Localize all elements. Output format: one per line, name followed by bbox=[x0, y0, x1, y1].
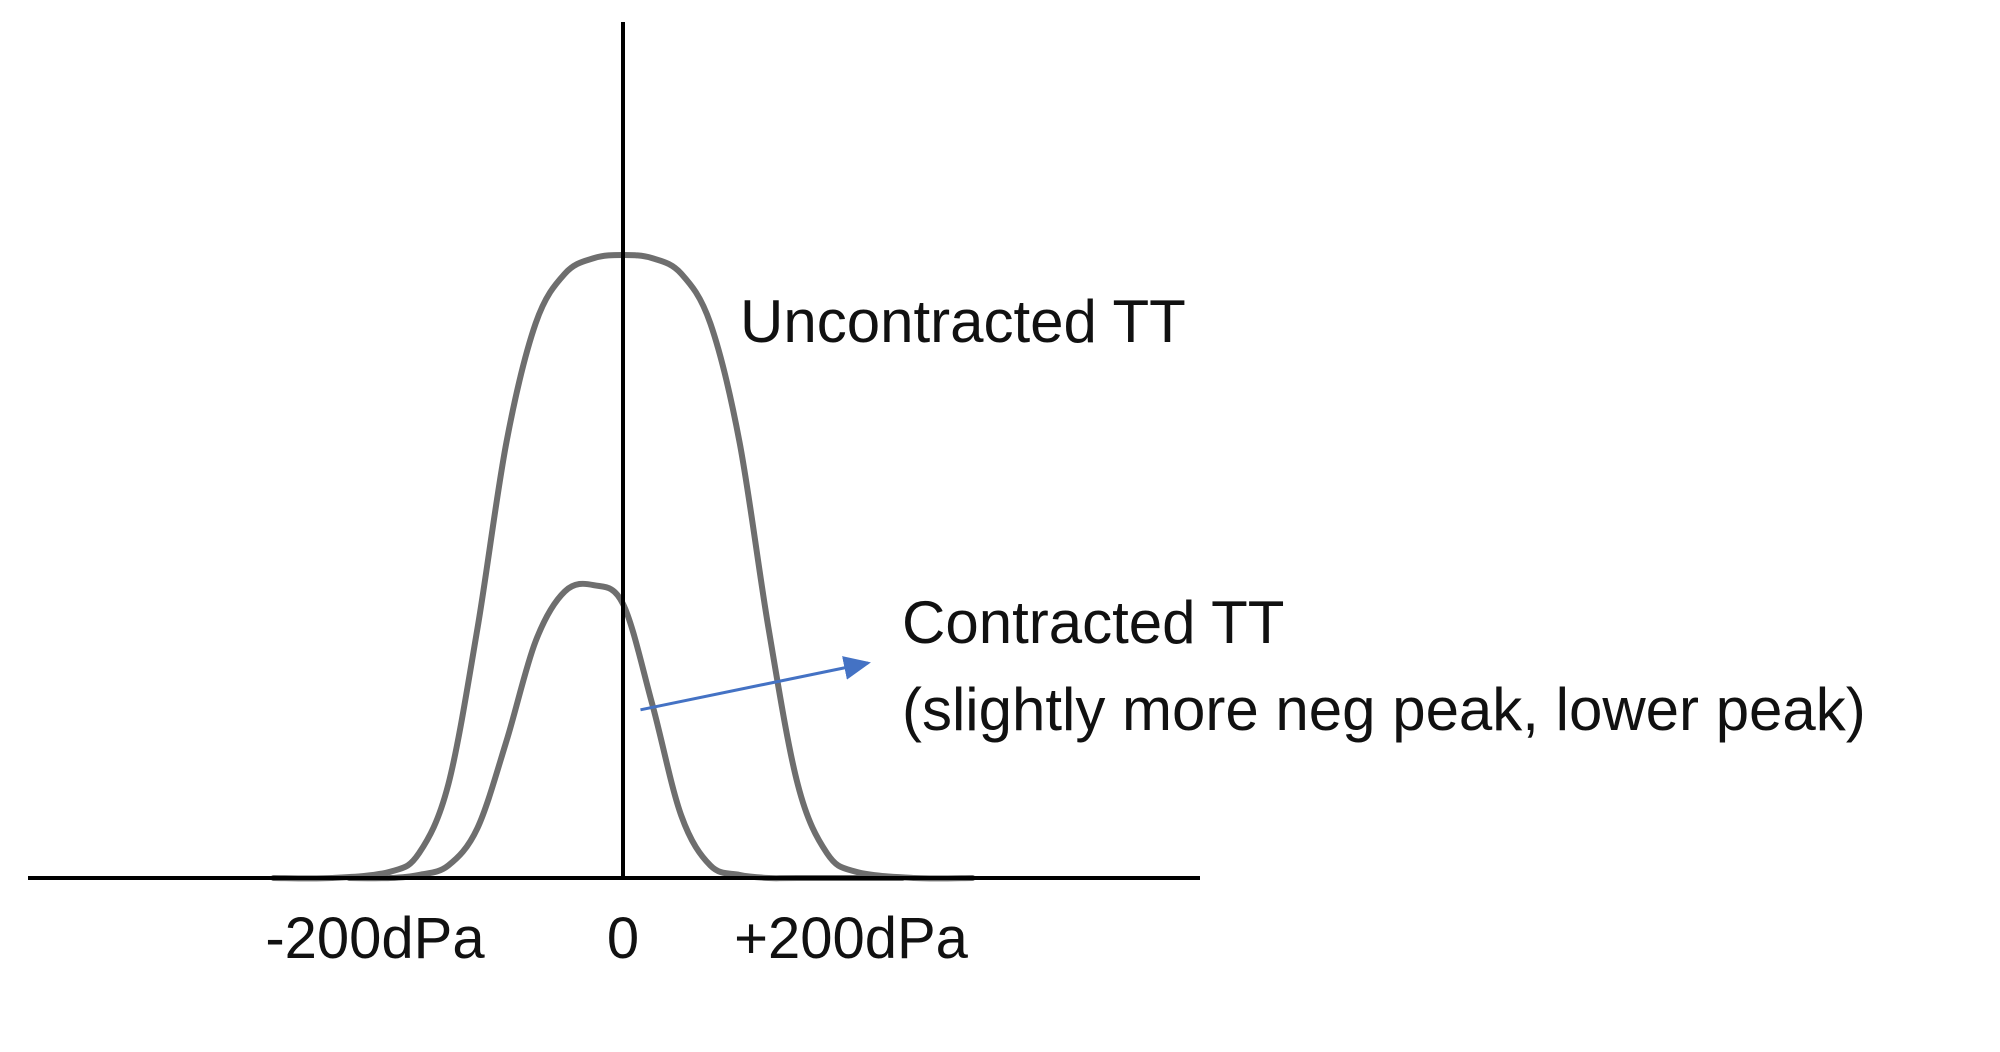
contracted-tt-label: Contracted TT bbox=[902, 589, 1284, 656]
x-tick-label: 0 bbox=[607, 906, 639, 971]
annotation-arrow bbox=[640, 656, 871, 712]
x-tick-label: -200dPa bbox=[265, 906, 485, 971]
contracted-tt-note: (slightly more neg peak, lower peak) bbox=[902, 676, 1866, 743]
x-tick-label: +200dPa bbox=[734, 906, 969, 971]
uncontracted-tt-label: Uncontracted TT bbox=[740, 288, 1186, 355]
